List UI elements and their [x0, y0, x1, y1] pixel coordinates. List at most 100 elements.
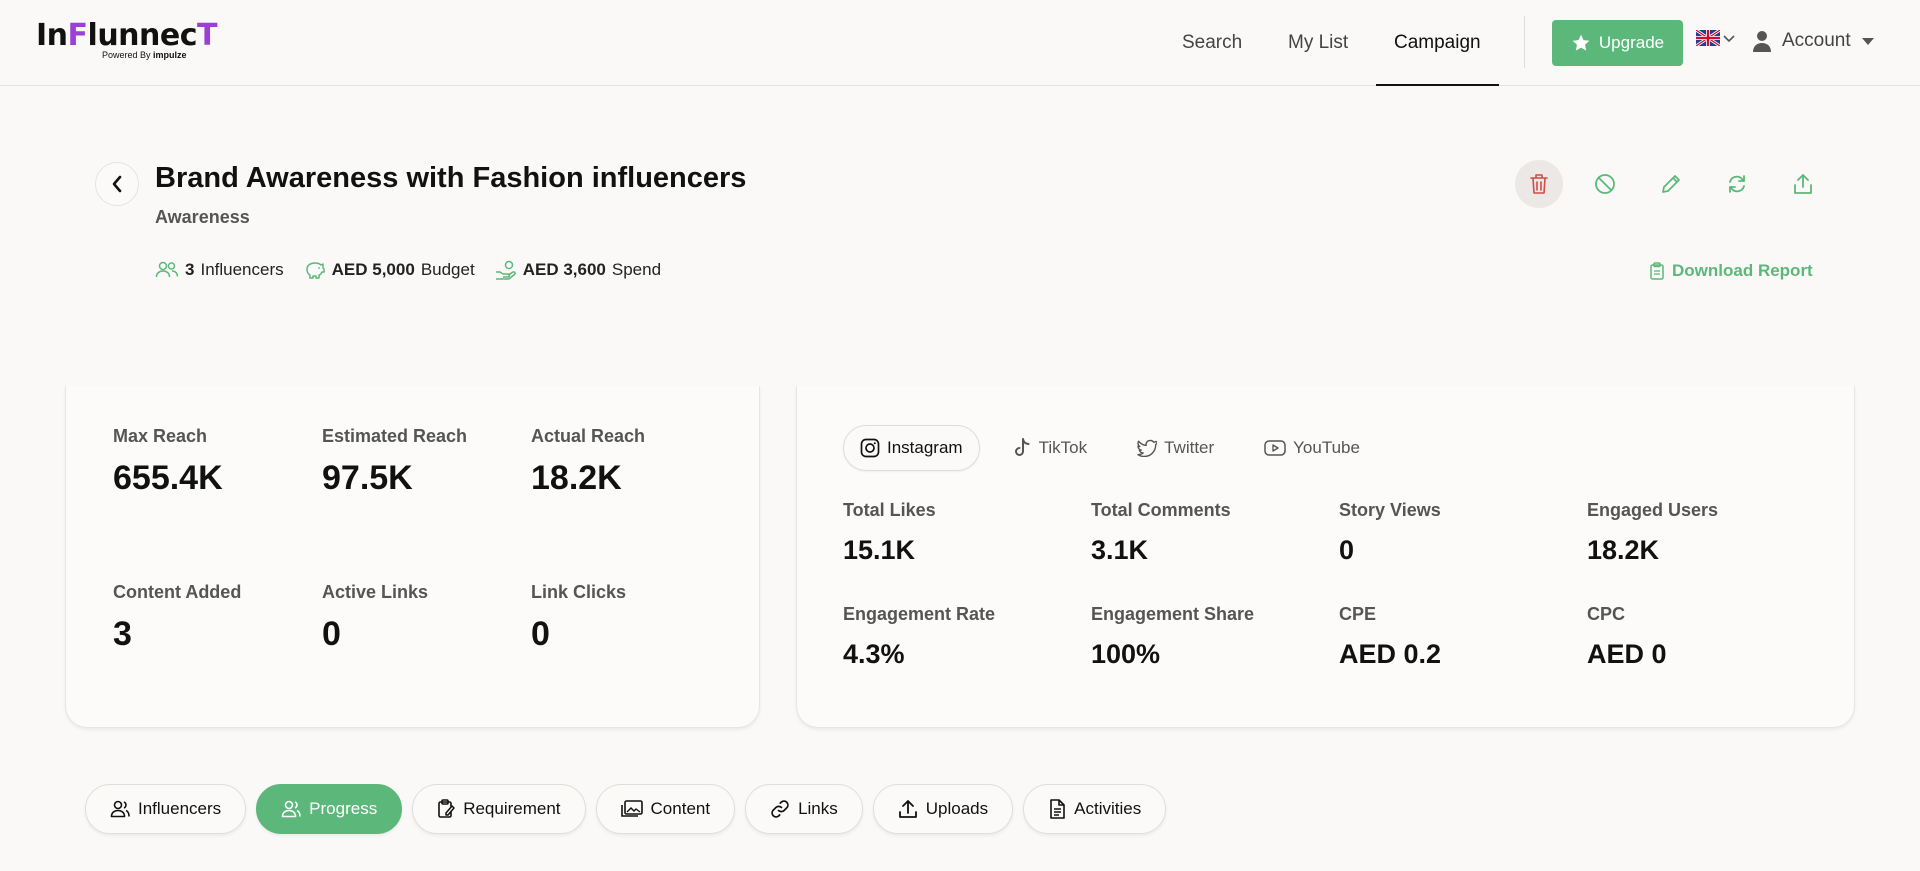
- metric-label: Link Clicks: [531, 582, 627, 602]
- metric-label: Total Comments: [1091, 500, 1231, 520]
- ban-icon: [1595, 174, 1615, 194]
- back-button[interactable]: [95, 162, 139, 206]
- instagram-icon: [860, 438, 880, 458]
- clipboard-icon: [1650, 262, 1664, 280]
- users-icon: [155, 261, 179, 278]
- metric-value: AED 0.2: [1339, 639, 1442, 669]
- images-icon: [620, 800, 643, 817]
- piggy-bank-icon: [305, 262, 325, 279]
- delete-button[interactable]: [1515, 160, 1563, 208]
- metric-cpc: CPC AED 0: [1587, 604, 1667, 670]
- upgrade-button[interactable]: Upgrade: [1552, 20, 1683, 66]
- metric-value: 18.2K: [531, 459, 622, 497]
- cancel-campaign-button[interactable]: [1581, 160, 1629, 208]
- metric-label: Total Likes: [843, 500, 936, 520]
- metric-label: Active Links: [322, 582, 429, 602]
- edit-button[interactable]: [1647, 160, 1695, 208]
- nav-my-list[interactable]: My List: [1288, 32, 1349, 53]
- metric-max-reach: Max Reach 655.4K: [113, 426, 223, 498]
- budget-stat: AED 5,000 Budget: [304, 260, 475, 280]
- metric-total-comments: Total Comments 3.1K: [1091, 500, 1231, 566]
- user-icon: [1753, 31, 1771, 52]
- refresh-button[interactable]: [1713, 160, 1761, 208]
- chevron-left-icon: [112, 175, 122, 193]
- upload-icon: [898, 800, 917, 818]
- top-header: InFlunnecT Powered By impulze Search My …: [0, 0, 1920, 86]
- page-title: Brand Awareness with Fashion influencers: [155, 162, 747, 194]
- document-icon: [1050, 799, 1065, 819]
- metric-active-links: Active Links 0: [322, 582, 428, 654]
- metric-label: Content Added: [113, 582, 242, 602]
- tab-influencers[interactable]: Influencers: [85, 784, 247, 834]
- metric-value: 4.3%: [843, 639, 905, 669]
- metric-label: Max Reach: [113, 426, 208, 446]
- engagement-card: Instagram TikTok Twitter YouTube Total L…: [796, 386, 1855, 728]
- tab-twitter[interactable]: Twitter: [1121, 425, 1230, 471]
- tab-instagram[interactable]: Instagram: [843, 425, 980, 471]
- metric-link-clicks: Link Clicks 0: [531, 582, 626, 654]
- metric-actual-reach: Actual Reach 18.2K: [531, 426, 645, 498]
- caret-down-icon: [1861, 38, 1874, 45]
- download-report-label: Download Report: [1672, 261, 1813, 280]
- metric-engaged-users: Engaged Users 18.2K: [1587, 500, 1718, 566]
- tab-progress[interactable]: Progress: [256, 784, 403, 834]
- tab-links[interactable]: Links: [745, 784, 863, 834]
- campaign-objective: Awareness: [155, 207, 250, 227]
- download-report-button[interactable]: Download Report: [1650, 261, 1813, 281]
- tab-label: Uploads: [925, 799, 989, 818]
- tab-label: Instagram: [887, 438, 963, 457]
- chevron-down-icon[interactable]: [1722, 34, 1736, 44]
- metric-label: CPE: [1339, 604, 1377, 624]
- tab-label: Content: [650, 799, 711, 818]
- uk-flag-icon[interactable]: [1696, 30, 1720, 46]
- metric-value: 0: [1339, 535, 1355, 565]
- pencil-icon: [1662, 175, 1680, 193]
- link-icon: [771, 800, 789, 818]
- logo-wordmark: InFlunnecT: [36, 18, 217, 53]
- campaign-summary: 3 Influencers AED 5,000 Budget AED 3,600…: [155, 260, 681, 280]
- nav-divider: [1524, 16, 1525, 68]
- metric-story-views: Story Views 0: [1339, 500, 1441, 566]
- account-label: Account: [1782, 30, 1851, 51]
- spend-stat: AED 3,600 Spend: [495, 260, 661, 280]
- tab-activities[interactable]: Activities: [1023, 784, 1167, 834]
- share-icon: [1794, 174, 1812, 194]
- metric-value: 0: [322, 615, 341, 653]
- tab-requirement[interactable]: Requirement: [412, 784, 586, 834]
- tiktok-icon: [1014, 438, 1030, 456]
- tab-tiktok[interactable]: TikTok: [998, 425, 1104, 471]
- tab-label: Requirement: [463, 799, 561, 818]
- nav-campaign[interactable]: Campaign: [1376, 0, 1499, 86]
- logo-powered-by: Powered By impulze: [102, 50, 187, 60]
- platform-tabs: Instagram TikTok Twitter YouTube: [843, 425, 1394, 471]
- upgrade-label: Upgrade: [1598, 33, 1665, 52]
- metric-total-likes: Total Likes 15.1K: [843, 500, 936, 566]
- share-button[interactable]: [1779, 160, 1827, 208]
- metric-value: 655.4K: [113, 459, 223, 497]
- nav-search[interactable]: Search: [1182, 32, 1243, 53]
- reach-card: Max Reach 655.4K Estimated Reach 97.5K A…: [65, 386, 760, 728]
- metric-label: Engaged Users: [1587, 500, 1719, 520]
- tab-youtube[interactable]: YouTube: [1248, 425, 1376, 471]
- star-icon: [1572, 34, 1590, 51]
- metric-label: Story Views: [1339, 500, 1441, 520]
- users-icon: [110, 800, 130, 818]
- influencers-label: Influencers: [200, 260, 284, 279]
- metric-label: CPC: [1587, 604, 1626, 624]
- tab-uploads[interactable]: Uploads: [872, 784, 1014, 834]
- budget-value: AED 5,000: [331, 260, 415, 279]
- influnnect-logo[interactable]: InFlunnecT Powered By impulze: [36, 18, 217, 64]
- spend-label: Spend: [611, 260, 662, 279]
- metric-engagement-share: Engagement Share 100%: [1091, 604, 1254, 670]
- tab-label: Progress: [309, 799, 378, 818]
- metric-label: Estimated Reach: [322, 426, 468, 446]
- metric-value: 18.2K: [1587, 535, 1660, 565]
- tab-label: YouTube: [1293, 438, 1360, 457]
- metric-estimated-reach: Estimated Reach 97.5K: [322, 426, 467, 498]
- metric-value: 3.1K: [1091, 535, 1149, 565]
- metric-label: Engagement Share: [1091, 604, 1255, 624]
- account-menu[interactable]: Account: [1752, 26, 1875, 56]
- tab-content[interactable]: Content: [595, 784, 736, 834]
- influencers-stat: 3 Influencers: [155, 260, 284, 280]
- section-tabs: Influencers Progress Requirement Content…: [85, 784, 1176, 834]
